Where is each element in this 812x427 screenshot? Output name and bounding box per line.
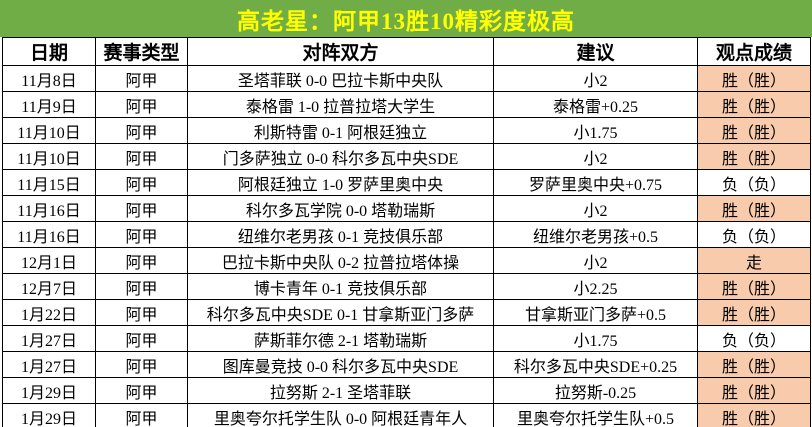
table-row: 11月10日 阿甲 门多萨独立 0-0 科尔多瓦中央SDE 小2 胜（胜） [2, 143, 811, 170]
match-cell: 泰格雷 1-0 拉普拉塔大学生 [187, 91, 494, 118]
date-cell: 1月27日 [2, 351, 96, 378]
table-row: 11月16日 阿甲 科尔多瓦学院 0-0 塔勒瑞斯 小2 胜（胜） [2, 195, 811, 222]
match-cell: 萨斯菲尔德 2-1 塔勒瑞斯 [187, 325, 494, 352]
results-body: 11月8日 阿甲 圣塔菲联 0-0 巴拉卡斯中央队 小2 胜（胜） 11月9日 阿甲 泰格雷 … [2, 65, 811, 427]
league-cell: 阿甲 [95, 403, 188, 427]
result-cell: 胜（胜） [697, 117, 811, 144]
league-cell: 阿甲 [95, 65, 188, 92]
result-cell: 胜（胜） [697, 377, 811, 404]
table-header-row: 日期 赛事类型 对阵双方 建议 观点成绩 [2, 37, 811, 66]
match-cell: 门多萨独立 0-0 科尔多瓦中央SDE [187, 143, 494, 170]
table-row: 1月27日 阿甲 图库曼竞技 0-0 科尔多瓦中央SDE 科尔多瓦中央SDE+0.25… [2, 351, 811, 378]
suggestion-cell: 纽维尔老男孩+0.5 [493, 221, 698, 248]
result-cell: 胜（胜） [697, 65, 811, 92]
table-row: 12月1日 阿甲 巴拉卡斯中央队 0-2 拉普拉塔体操 小2 走 [2, 247, 811, 274]
title-banner: 高老星：阿甲13胜10精彩度极高 [0, 0, 812, 37]
table-row: 11月15日 阿甲 阿根廷独立 1-0 罗萨里奥中央 罗萨里奥中央+0.75 负（负） [2, 169, 811, 196]
league-cell: 阿甲 [95, 377, 188, 404]
league-cell: 阿甲 [95, 91, 188, 118]
league-cell: 阿甲 [95, 169, 188, 196]
table-row: 11月10日 阿甲 利斯特雷 0-1 阿根廷独立 小1.75 胜（胜） [2, 117, 811, 144]
result-cell: 走 [697, 247, 811, 274]
league-cell: 阿甲 [95, 247, 188, 274]
league-cell: 阿甲 [95, 325, 188, 352]
match-cell: 巴拉卡斯中央队 0-2 拉普拉塔体操 [187, 247, 494, 274]
column-header-result: 观点成绩 [697, 37, 811, 66]
suggestion-cell: 罗萨里奥中央+0.75 [493, 169, 698, 196]
league-cell: 阿甲 [95, 117, 188, 144]
suggestion-cell: 甘拿斯亚门多萨+0.5 [493, 299, 698, 326]
date-cell: 11月15日 [2, 169, 96, 196]
result-cell: 胜（胜） [697, 351, 811, 378]
match-cell: 利斯特雷 0-1 阿根廷独立 [187, 117, 494, 144]
suggestion-cell: 小1.75 [493, 117, 698, 144]
result-cell: 胜（胜） [697, 195, 811, 222]
league-cell: 阿甲 [95, 351, 188, 378]
suggestion-cell: 科尔多瓦中央SDE+0.25 [493, 351, 698, 378]
date-cell: 11月9日 [2, 91, 96, 118]
match-cell: 图库曼竞技 0-0 科尔多瓦中央SDE [187, 351, 494, 378]
league-cell: 阿甲 [95, 273, 188, 300]
suggestion-cell: 小2 [493, 195, 698, 222]
match-cell: 里奥夸尔托学生队 0-0 阿根廷青年人 [187, 403, 494, 427]
date-cell: 1月27日 [2, 325, 96, 352]
result-cell: 胜（胜） [697, 91, 811, 118]
suggestion-cell: 小1.75 [493, 325, 698, 352]
result-cell: 胜（胜） [697, 273, 811, 300]
suggestion-cell: 拉努斯-0.25 [493, 377, 698, 404]
column-header-match: 对阵双方 [187, 37, 494, 66]
league-cell: 阿甲 [95, 221, 188, 248]
table-row: 12月7日 阿甲 博卡青年 0-1 竞技俱乐部 小2.25 胜（胜） [2, 273, 811, 300]
result-cell: 负（负） [697, 169, 811, 196]
league-cell: 阿甲 [95, 299, 188, 326]
table-row: 1月22日 阿甲 科尔多瓦中央SDE 0-1 甘拿斯亚门多萨 甘拿斯亚门多萨+0.5 胜… [2, 299, 811, 326]
match-cell: 拉努斯 2-1 圣塔菲联 [187, 377, 494, 404]
date-cell: 11月16日 [2, 195, 96, 222]
table-row: 11月8日 阿甲 圣塔菲联 0-0 巴拉卡斯中央队 小2 胜（胜） [2, 65, 811, 92]
result-cell: 负（负） [697, 221, 811, 248]
league-cell: 阿甲 [95, 195, 188, 222]
suggestion-cell: 里奥夸尔托学生队+0.5 [493, 403, 698, 427]
suggestion-cell: 小2 [493, 143, 698, 170]
table-row: 1月29日 阿甲 里奥夸尔托学生队 0-0 阿根廷青年人 里奥夸尔托学生队+0.5 胜（… [2, 403, 811, 427]
match-cell: 圣塔菲联 0-0 巴拉卡斯中央队 [187, 65, 494, 92]
date-cell: 11月16日 [2, 221, 96, 248]
match-cell: 科尔多瓦中央SDE 0-1 甘拿斯亚门多萨 [187, 299, 494, 326]
date-cell: 12月7日 [2, 273, 96, 300]
date-cell: 1月22日 [2, 299, 96, 326]
table-row: 1月29日 阿甲 拉努斯 2-1 圣塔菲联 拉努斯-0.25 胜（胜） [2, 377, 811, 404]
date-cell: 12月1日 [2, 247, 96, 274]
table-row: 11月9日 阿甲 泰格雷 1-0 拉普拉塔大学生 泰格雷+0.25 胜（胜） [2, 91, 811, 118]
match-cell: 科尔多瓦学院 0-0 塔勒瑞斯 [187, 195, 494, 222]
date-cell: 11月10日 [2, 143, 96, 170]
column-header-date: 日期 [2, 37, 96, 66]
page-title: 高老星：阿甲13胜10精彩度极高 [237, 8, 575, 34]
date-cell: 11月10日 [2, 117, 96, 144]
suggestion-cell: 泰格雷+0.25 [493, 91, 698, 118]
column-header-league: 赛事类型 [95, 37, 188, 66]
league-cell: 阿甲 [95, 143, 188, 170]
suggestion-cell: 小2 [493, 65, 698, 92]
column-header-suggestion: 建议 [493, 37, 698, 66]
suggestion-cell: 小2.25 [493, 273, 698, 300]
match-cell: 阿根廷独立 1-0 罗萨里奥中央 [187, 169, 494, 196]
date-cell: 11月8日 [2, 65, 96, 92]
match-cell: 纽维尔老男孩 0-1 竞技俱乐部 [187, 221, 494, 248]
table-row: 11月16日 阿甲 纽维尔老男孩 0-1 竞技俱乐部 纽维尔老男孩+0.5 负（负） [2, 221, 811, 248]
match-cell: 博卡青年 0-1 竞技俱乐部 [187, 273, 494, 300]
result-cell: 胜（胜） [697, 299, 811, 326]
date-cell: 1月29日 [2, 403, 96, 427]
results-table: 日期 赛事类型 对阵双方 建议 观点成绩 11月8日 阿甲 圣塔菲联 0-0 巴拉卡… [2, 37, 811, 427]
table-row: 1月27日 阿甲 萨斯菲尔德 2-1 塔勒瑞斯 小1.75 负（负） [2, 325, 811, 352]
result-cell: 胜（胜） [697, 403, 811, 427]
date-cell: 1月29日 [2, 377, 96, 404]
suggestion-cell: 小2 [493, 247, 698, 274]
result-cell: 胜（胜） [697, 143, 811, 170]
result-cell: 负（负） [697, 325, 811, 352]
